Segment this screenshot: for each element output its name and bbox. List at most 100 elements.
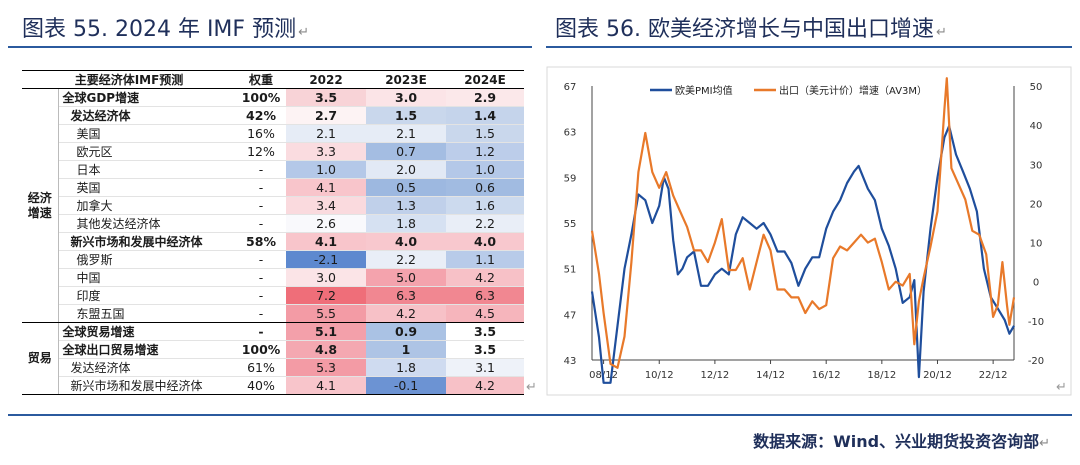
row-value: 4.2	[446, 376, 525, 395]
return-mark: ↵	[526, 380, 537, 395]
table-row: 新兴市场和发展中经济体 58% 4.1 4.0 4.0	[22, 232, 525, 251]
x-axis-tick-label: 22/12	[979, 370, 1008, 381]
left-axis-tick-label: 51	[564, 265, 577, 276]
table-row: 其他发达经济体 -2.6 1.8 2.2	[22, 214, 525, 233]
table-row: 经济增速 全球GDP增速 100% 3.5 3.0 2.9	[22, 88, 525, 323]
row-value: 1.8	[366, 358, 447, 377]
row-value: 5.0	[366, 268, 447, 287]
imf-forecast-table: 主要经济体IMF预测 权重 2022 2023E 2024E 经济增速 全球GDP…	[22, 70, 525, 395]
legend-label-2: 出口（美元计价）增速（AV3M）	[779, 84, 927, 97]
row-value: 3.4	[286, 196, 367, 215]
row-label: 加拿大	[58, 196, 237, 215]
row-value: 4.5	[446, 304, 525, 323]
row-value: 4.8	[286, 340, 367, 359]
row-value: 2.1	[286, 124, 367, 143]
table-row: 发达经济体 42% 2.7 1.5 1.4	[22, 106, 525, 125]
table-row: 欧元区 12% 3.3 0.7 1.2	[22, 142, 525, 161]
return-mark: ↵	[1039, 436, 1050, 451]
row-label: 英国	[58, 178, 237, 197]
row-value: 1.0	[446, 160, 525, 179]
row-value: 3.0	[286, 268, 367, 287]
row-value: 1.8	[366, 214, 447, 233]
row-value: -2.1	[286, 250, 367, 269]
table-row: 印度 -7.2 6.3 6.3	[22, 286, 525, 305]
row-weight: -	[236, 250, 287, 269]
row-value: 1.5	[446, 124, 525, 143]
table-row: 发达经济体 61% 5.3 1.8 3.1	[22, 358, 525, 377]
row-value: 3.5	[286, 88, 367, 107]
right-axis-tick-label: 30	[1030, 160, 1043, 171]
left-axis-tick-label: 63	[564, 128, 577, 139]
row-weight: 16%	[236, 124, 287, 143]
table-row: 东盟五国 -5.5 4.2 4.5	[22, 304, 525, 323]
right-axis-tick-label: 10	[1030, 239, 1043, 250]
return-mark: ↵	[298, 25, 309, 40]
row-value: 6.3	[366, 286, 447, 305]
row-value: 3.5	[446, 340, 525, 359]
row-label: 全球出口贸易增速	[58, 340, 237, 359]
row-value: 0.6	[446, 178, 525, 197]
row-value: 4.1	[286, 232, 367, 251]
row-value: 5.5	[286, 304, 367, 323]
row-weight: -	[236, 322, 287, 341]
left-figure-title: 图表 55. 2024 年 IMF 预测 ↵	[22, 11, 309, 43]
row-weight: -	[236, 196, 287, 215]
chart-frame	[546, 66, 1072, 396]
table-header-cell: 主要经济体IMF预测	[22, 70, 237, 89]
data-source-text: 数据来源：Wind、兴业期货投资咨询部	[753, 432, 1040, 451]
row-weight: 12%	[236, 142, 287, 161]
x-axis-tick-label: 12/12	[700, 370, 729, 381]
series-line-1	[590, 124, 1015, 384]
row-label: 印度	[58, 286, 237, 305]
row-value: -0.1	[366, 376, 447, 395]
right-axis-tick-label: -10	[1028, 317, 1044, 328]
row-value: 4.0	[446, 232, 525, 251]
row-value: 5.1	[286, 322, 367, 341]
table-row: 中国 -3.0 5.0 4.2	[22, 268, 525, 287]
row-weight: -	[236, 160, 287, 179]
left-axis-tick-label: 43	[564, 356, 577, 367]
row-value: 6.3	[446, 286, 525, 305]
row-value: 1.2	[446, 142, 525, 161]
row-value: 0.7	[366, 142, 447, 161]
right-axis-tick-label: 50	[1030, 82, 1043, 93]
table-header-row: 主要经济体IMF预测 权重 2022 2023E 2024E	[22, 70, 525, 89]
row-label: 俄罗斯	[58, 250, 237, 269]
row-weight: 61%	[236, 358, 287, 377]
row-value: 4.1	[286, 178, 367, 197]
left-axis-tick-label: 55	[564, 219, 577, 230]
row-value: 2.0	[366, 160, 447, 179]
row-weight: -	[236, 178, 287, 197]
row-value: 1.4	[446, 106, 525, 125]
row-label: 美国	[58, 124, 237, 143]
row-weight: 100%	[236, 88, 287, 107]
row-label: 其他发达经济体	[58, 214, 237, 233]
row-label: 全球贸易增速	[58, 322, 237, 341]
row-weight: 100%	[236, 340, 287, 359]
right-title-rule	[546, 46, 1072, 48]
row-value: 0.5	[366, 178, 447, 197]
row-value: 2.2	[366, 250, 447, 269]
row-value: 1.1	[446, 250, 525, 269]
row-value: 3.3	[286, 142, 367, 161]
row-weight: 42%	[236, 106, 287, 125]
row-value: 1.5	[366, 106, 447, 125]
x-axis-tick-label: 16/12	[812, 370, 841, 381]
table-row: 美国 16% 2.1 2.1 1.5	[22, 124, 525, 143]
row-weight: -	[236, 268, 287, 287]
footer-rule	[8, 414, 1072, 416]
row-value: 4.2	[366, 304, 447, 323]
left-figure-title-text: 图表 55. 2024 年 IMF 预测	[22, 17, 297, 42]
row-value: 4.2	[446, 268, 525, 287]
row-value: 7.2	[286, 286, 367, 305]
row-label: 日本	[58, 160, 237, 179]
row-value: 2.2	[446, 214, 525, 233]
row-label: 新兴市场和发展中经济体	[58, 376, 237, 395]
right-figure-title-text: 图表 56. 欧美经济增长与中国出口增速	[555, 17, 934, 42]
right-figure-title: 图表 56. 欧美经济增长与中国出口增速 ↵	[555, 11, 947, 43]
row-label: 中国	[58, 268, 237, 287]
row-weight: 58%	[236, 232, 287, 251]
table-group-label: 贸易	[22, 322, 59, 395]
row-label: 发达经济体	[58, 106, 237, 125]
